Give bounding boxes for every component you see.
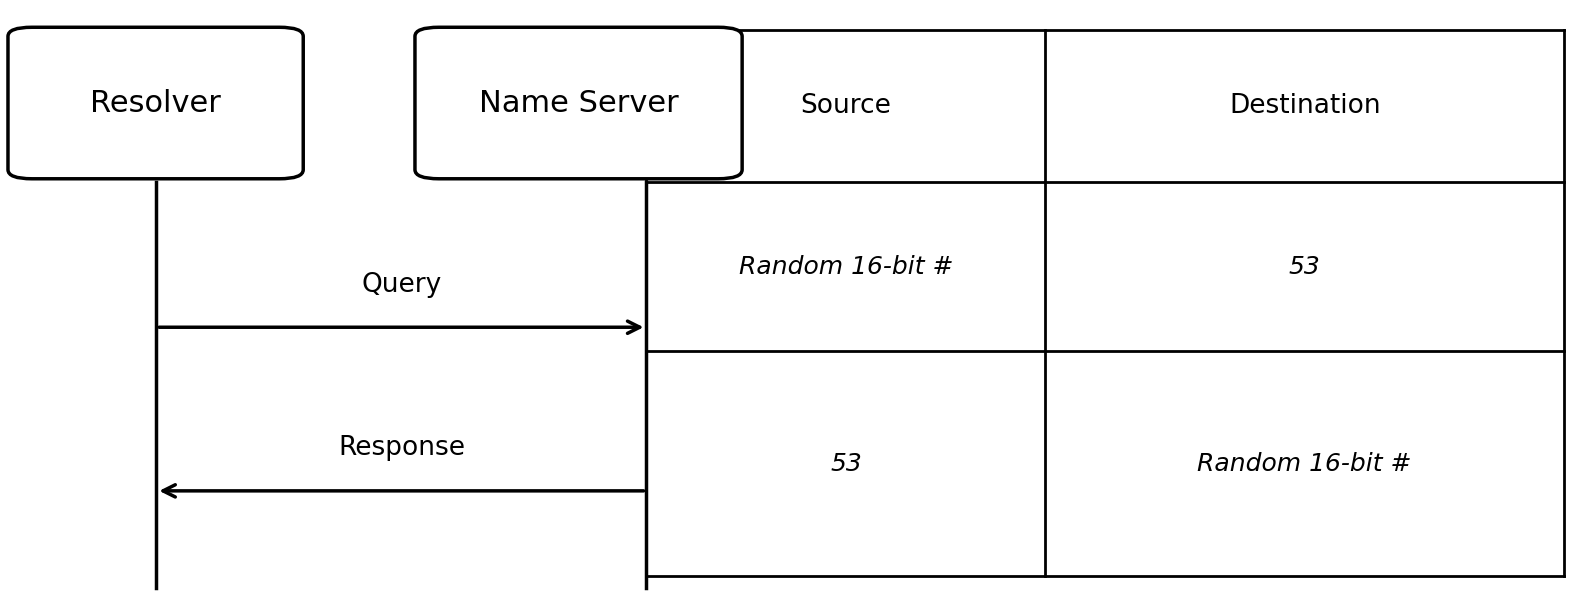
Text: 53: 53 (1290, 255, 1320, 279)
FancyBboxPatch shape (415, 27, 742, 179)
Text: 53: 53 (830, 451, 862, 476)
Text: Source: Source (801, 93, 891, 119)
FancyBboxPatch shape (8, 27, 303, 179)
Text: Random 16-bit #: Random 16-bit # (1197, 451, 1412, 476)
Text: Query: Query (361, 272, 442, 298)
Text: Response: Response (338, 436, 464, 461)
Text: Destination: Destination (1229, 93, 1381, 119)
Text: Name Server: Name Server (479, 88, 678, 118)
Text: Resolver: Resolver (89, 88, 222, 118)
Text: Random 16-bit #: Random 16-bit # (739, 255, 953, 279)
